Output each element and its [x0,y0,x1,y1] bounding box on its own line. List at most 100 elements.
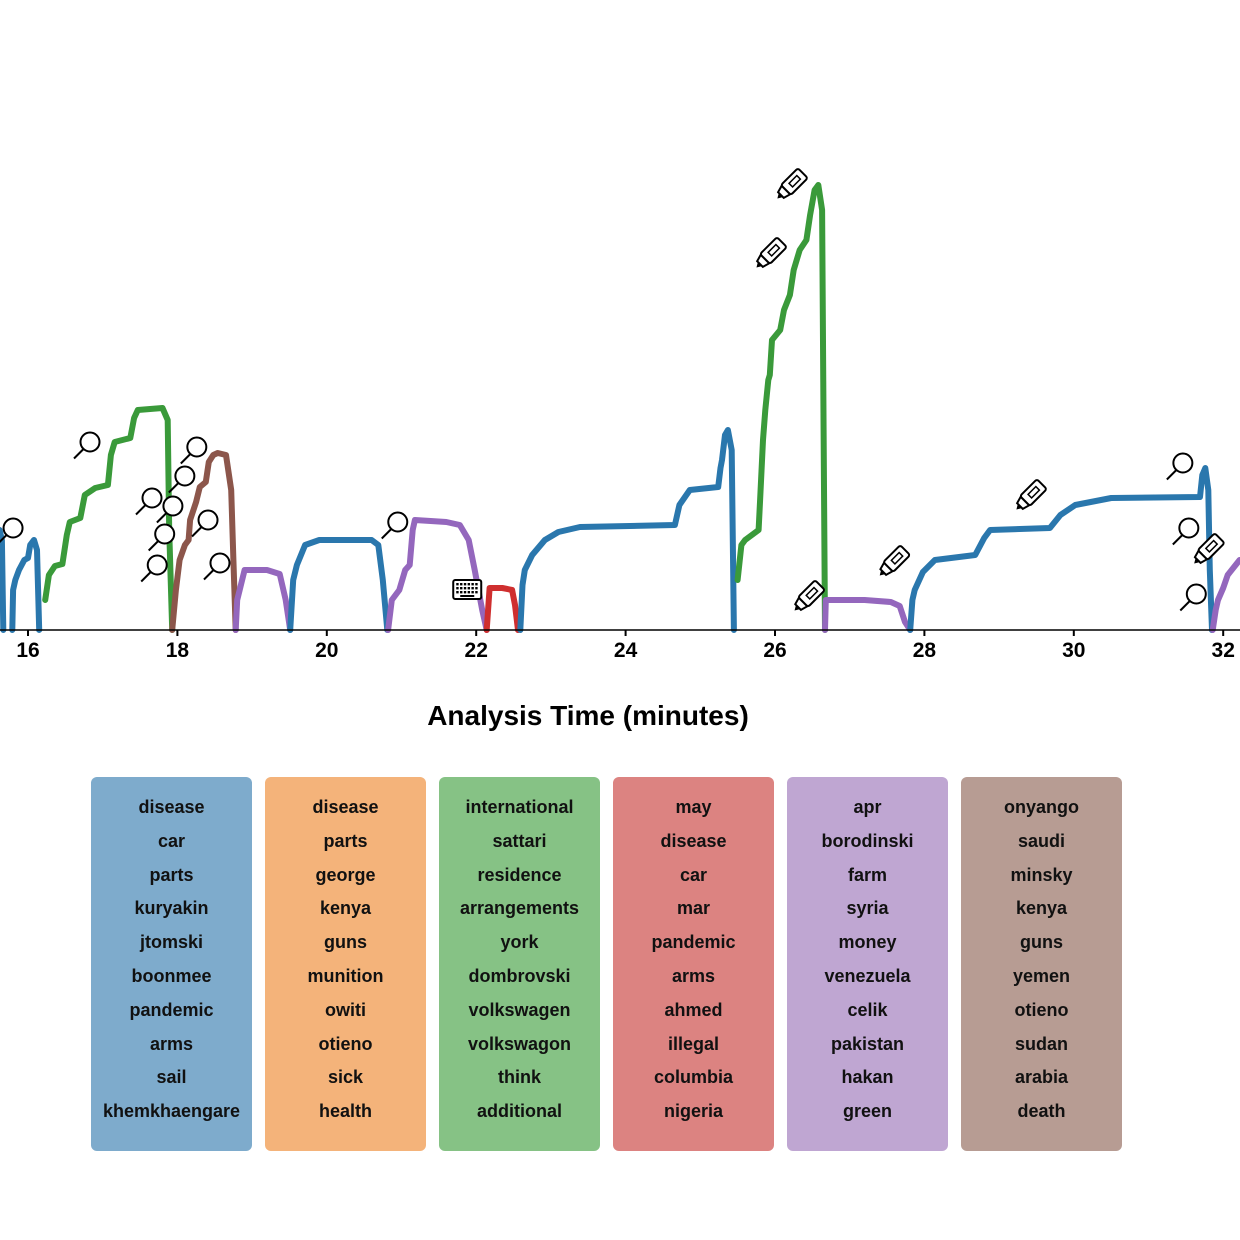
magnifier-icon [1166,452,1194,481]
x-tick-label: 20 [315,639,338,662]
topic-word: health [318,1101,372,1122]
topic-word: munition [307,965,384,986]
topic-word: pandemic [129,999,214,1020]
topic-box-5: apr borodinski farm syria money venezuela celi… [787,777,948,1151]
topic-word: hakan [841,1067,894,1088]
series-line-blue [517,427,737,633]
topic-word: pakistan [830,1033,905,1054]
series-line-blue [907,465,1215,633]
highlighter-icon [755,237,787,269]
topic-word: saudi [1017,830,1065,851]
magnifier-icon [1179,583,1207,612]
series-line-green [734,182,828,633]
topic-word: additional [477,1101,562,1122]
topic-word: george [315,864,376,885]
series-line-blue [0,527,7,633]
topic-word: nigeria [663,1101,724,1122]
topic-word: apr [853,797,882,817]
topic-word: syria [846,898,889,919]
topic-box-1: disease car parts kuryakin jtomski boonmee pan… [91,777,252,1151]
topic-word: parts [149,864,194,885]
x-tick-label: 24 [614,639,638,662]
x-tick-label: 28 [913,639,937,662]
magnifier-icon [203,552,231,581]
topic-word: york [500,932,539,953]
topic-word: international [465,797,574,817]
topic-word: khemkhaengare [102,1101,241,1122]
magnifier-icon [73,431,101,460]
highlighter-icon [1193,533,1225,565]
topic-word: farm [847,864,887,885]
highlighter-icon [879,545,911,577]
topic-word: sail [156,1067,187,1088]
topic-word: kenya [1015,898,1068,919]
series-line-purple [232,567,294,633]
topic-word: volkswagon [467,1033,572,1054]
topic-word: borodinski [821,830,914,851]
highlighter-icon [1015,479,1047,511]
topic-box-4: may disease car mar pandemic arms ahmed illegal… [613,777,774,1151]
series-line-purple [385,517,490,633]
series-line-green [42,405,176,633]
topic-word: sattari [492,830,547,851]
x-tick-label: 16 [16,639,39,662]
topic-word: disease [660,830,727,851]
magnifier-icon [381,511,409,540]
series-line-purple [822,597,914,633]
topic-word: mar [676,898,711,919]
topic-word: pandemic [651,932,736,953]
topic-word: kenya [319,898,372,919]
topic-word: columbia [653,1067,733,1088]
keyboard-icon [452,579,483,600]
topic-word: owiti [325,999,366,1020]
topic-word: arrangements [459,898,580,919]
magnifier-icon [147,523,176,552]
activity-chart: 16 18 20 22 24 26 28 30 32 [0,168,1240,662]
magnifier-icon [191,509,219,538]
topic-legend: disease car parts kuryakin jtomski boonmee pan… [91,777,1122,1151]
series-line-blue [9,537,43,633]
topic-word: residence [477,864,562,885]
magnifier-icon [0,517,24,543]
topic-word: disease [312,797,379,817]
magnifier-icon [135,487,163,516]
topic-word: boonmee [131,965,212,986]
x-axis-title: Analysis Time (minutes) [427,700,749,731]
series-line-red [483,585,521,633]
series-line-blue [287,537,391,633]
topic-word: minsky [1010,864,1073,885]
topic-word: otieno [318,1033,373,1054]
x-tick-label: 22 [465,639,488,662]
topic-word: green [842,1101,893,1122]
topic-word: kuryakin [134,898,209,919]
topic-box-3: international sattari residence arrangement… [439,777,600,1151]
magnifier-icon [140,554,168,583]
x-tick-label: 18 [166,639,190,662]
magnifier-icon [1172,517,1200,546]
x-tick-label: 26 [763,639,786,662]
topic-box-6: onyango saudi minsky kenya guns yemen otieno su… [961,777,1122,1151]
topic-word: guns [324,932,367,953]
topic-word: car [157,830,186,851]
topic-word: venezuela [824,965,911,986]
topic-word: car [679,864,708,885]
x-tick-label: 32 [1212,639,1235,662]
highlighter-icon [776,168,808,200]
topic-word: arms [149,1033,194,1054]
topic-word: money [838,932,897,953]
topic-word: sudan [1014,1033,1068,1054]
topic-word: yemen [1012,965,1071,986]
magnifier-icon [168,465,196,494]
topic-word: dombrovski [468,965,571,986]
topic-word: may [675,797,712,817]
topic-word: arms [671,965,716,986]
topic-word: guns [1020,932,1063,953]
highlighter-icon [794,580,825,612]
topic-word: illegal [667,1033,720,1054]
topic-word: think [498,1067,541,1088]
magnifier-icon [180,436,208,465]
topic-word: ahmed [664,999,723,1020]
topic-word: onyango [1004,797,1079,817]
topic-word: death [1017,1101,1066,1122]
topic-word: otieno [1014,999,1069,1020]
